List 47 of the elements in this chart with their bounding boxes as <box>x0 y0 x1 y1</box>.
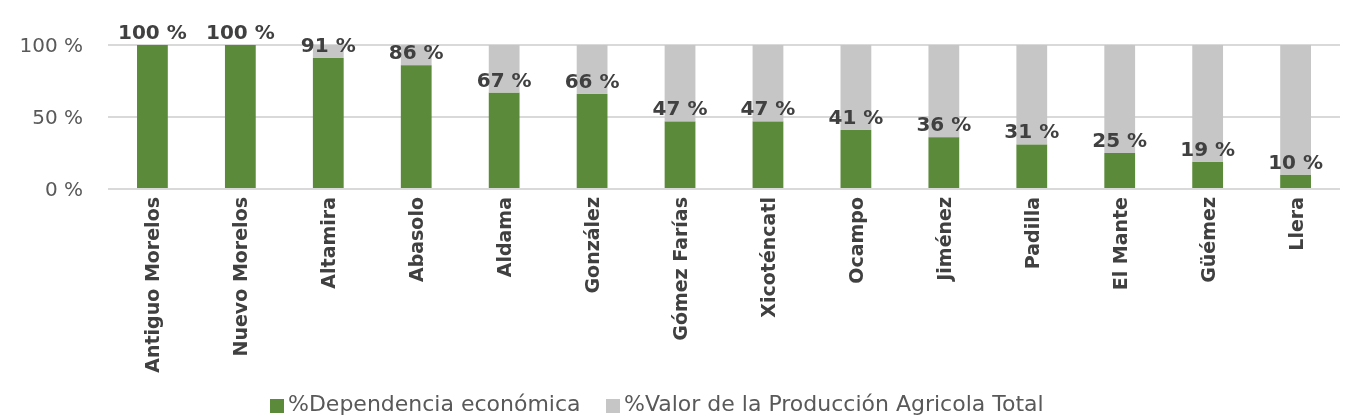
x-tick-label: Güémez <box>1196 197 1219 283</box>
data-label: 10 % <box>1268 149 1324 174</box>
x-tick-label: Jiménez <box>932 197 955 283</box>
data-label: 41 % <box>828 104 884 129</box>
y-tick-label: 50 % <box>32 105 83 129</box>
x-tick-label: El Mante <box>1108 197 1131 291</box>
legend-label: %Dependencia económica <box>288 391 581 416</box>
bar <box>752 121 784 189</box>
data-label: 19 % <box>1180 136 1236 161</box>
bar <box>137 45 168 189</box>
data-label: 47 % <box>652 96 708 121</box>
bar <box>312 57 344 189</box>
bar <box>1192 161 1224 189</box>
bar <box>1016 144 1048 189</box>
data-label: 31 % <box>1004 119 1060 144</box>
bar <box>576 93 608 189</box>
data-label: 36 % <box>916 112 972 137</box>
data-label: 47 % <box>740 96 796 121</box>
bar <box>488 92 520 189</box>
data-label: 25 % <box>1092 128 1148 152</box>
legend-label: %Valor de la Producción Agricola Total <box>624 391 1044 416</box>
data-label: 66 % <box>564 68 620 93</box>
x-tick-label: Gómez Farías <box>669 197 692 341</box>
data-label: 86 % <box>388 40 444 65</box>
y-tick-label: 100 % <box>19 33 83 57</box>
bar <box>224 45 256 189</box>
bar <box>840 129 872 189</box>
x-tick-label: Nuevo Morelos <box>229 197 252 357</box>
x-tick-label: Abasolo <box>405 197 428 283</box>
bar <box>400 65 432 189</box>
data-label: 91 % <box>300 32 356 57</box>
x-tick-label: Llera <box>1284 197 1307 251</box>
bar <box>1280 174 1311 189</box>
x-tick-label: Aldama <box>493 197 516 278</box>
bar <box>1104 153 1136 189</box>
data-label: 100 % <box>118 20 187 44</box>
data-label: 67 % <box>476 67 532 92</box>
data-label: 100 % <box>205 20 275 44</box>
bar <box>928 137 960 189</box>
bar <box>664 121 696 189</box>
x-tick-label: Xicoténcatl <box>756 197 779 318</box>
y-tick-label: 0 % <box>44 177 83 201</box>
x-tick-label: González <box>581 197 604 294</box>
x-tick-label: Ocampo <box>844 197 867 284</box>
x-tick-label: Altamira <box>317 197 340 289</box>
x-tick-label: Padilla <box>1020 197 1043 270</box>
x-tick-label: Antiguo Morelos <box>141 197 164 373</box>
